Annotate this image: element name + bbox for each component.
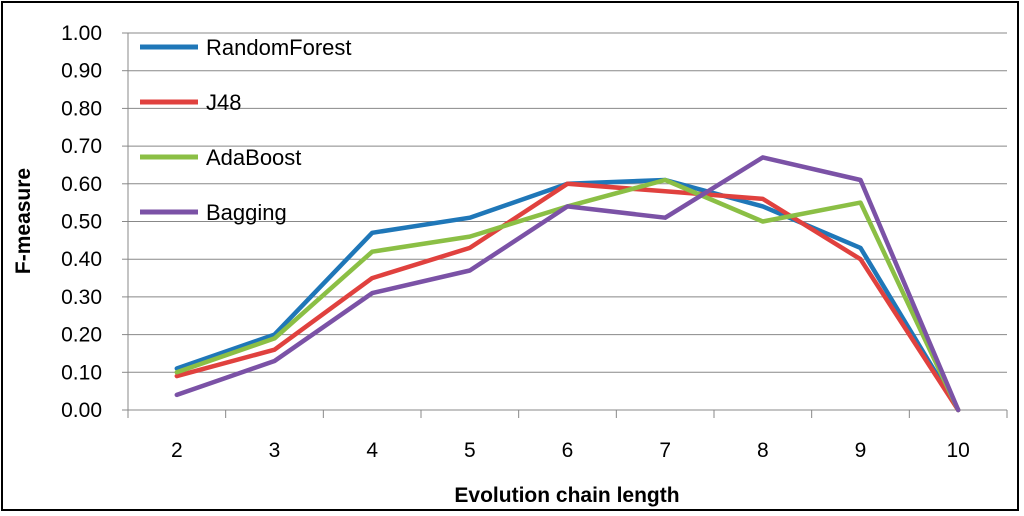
x-tick-labels: 2 3 4 5 6 7 8 9 10: [171, 439, 970, 462]
series-lines: [174, 155, 961, 413]
legend: RandomForest J48 AdaBoost Bagging: [140, 35, 352, 225]
y-tick-label: 0.40: [61, 248, 102, 271]
x-tick-label: 7: [659, 439, 671, 462]
x-tick-label: 2: [171, 439, 183, 462]
y-tick-label: 1.00: [61, 22, 102, 45]
y-tick-label: 0.60: [61, 173, 102, 196]
y-tick-label: 0.00: [61, 399, 102, 422]
series-line-j48: [174, 181, 961, 413]
y-tick-label: 0.90: [61, 60, 102, 83]
legend-label: J48: [206, 90, 241, 115]
y-tick-label: 0.30: [61, 286, 102, 309]
x-tick-label: 8: [757, 439, 769, 462]
x-tick-label: 4: [366, 439, 378, 462]
x-tick-label: 9: [855, 439, 867, 462]
axes: [122, 32, 1008, 418]
y-tick-label: 0.80: [61, 97, 102, 120]
legend-label: Bagging: [206, 200, 287, 225]
y-tick-label: 0.10: [61, 361, 102, 384]
series-line-bagging: [174, 155, 961, 413]
y-tick-label: 0.70: [61, 135, 102, 158]
x-tick-label: 10: [946, 439, 969, 462]
y-tick-label: 0.20: [61, 324, 102, 347]
y-axis-title: F-measure: [12, 168, 35, 274]
y-tick-label: 0.50: [61, 211, 102, 234]
x-tick-label: 6: [562, 439, 574, 462]
legend-label: RandomForest: [206, 35, 352, 60]
x-tick-label: 3: [269, 439, 281, 462]
y-tick-labels: 0.00 0.10 0.20 0.30 0.40 0.50 0.60 0.70 0.80 0.90…: [61, 22, 102, 422]
legend-label: AdaBoost: [206, 145, 301, 170]
series-line-randomforest: [174, 177, 961, 413]
series-line-adaboost: [174, 177, 961, 413]
x-axis-title: Evolution chain length: [454, 484, 679, 507]
x-tick-label: 5: [464, 439, 476, 462]
